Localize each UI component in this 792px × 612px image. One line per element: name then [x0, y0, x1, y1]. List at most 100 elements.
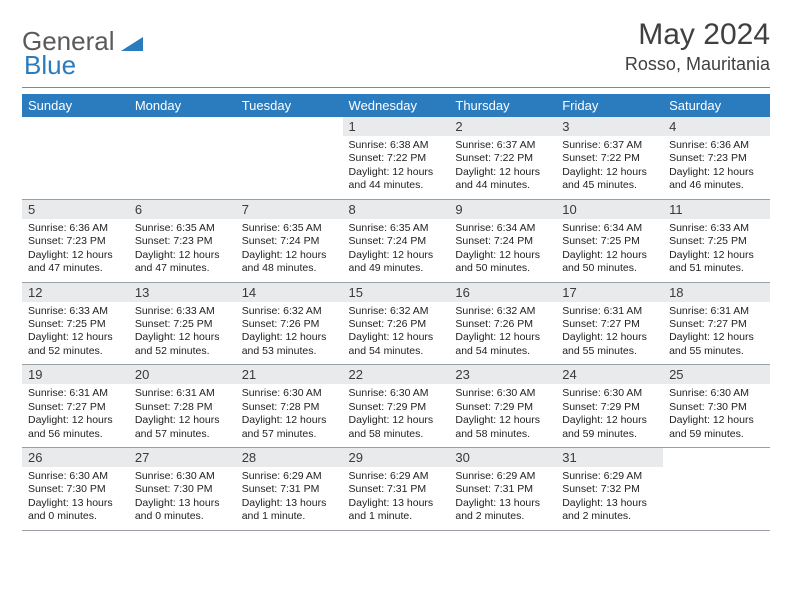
day-number: 10: [556, 200, 663, 219]
day-detail-line: and 49 minutes.: [349, 262, 444, 275]
calendar-cell: 31Sunrise: 6:29 AMSunset: 7:32 PMDayligh…: [556, 448, 663, 531]
day-number: 29: [343, 448, 450, 467]
day-details: Sunrise: 6:29 AMSunset: 7:32 PMDaylight:…: [556, 467, 663, 530]
brand-triangle-icon: [121, 33, 143, 51]
day-header: Sunday: [22, 94, 129, 117]
day-detail-line: Daylight: 12 hours: [349, 414, 444, 427]
day-detail-line: and 0 minutes.: [28, 510, 123, 523]
day-detail-line: Sunset: 7:22 PM: [562, 152, 657, 165]
day-details: Sunrise: 6:29 AMSunset: 7:31 PMDaylight:…: [236, 467, 343, 530]
day-details: Sunrise: 6:30 AMSunset: 7:28 PMDaylight:…: [236, 384, 343, 447]
day-detail-line: and 1 minute.: [242, 510, 337, 523]
day-detail-line: Daylight: 12 hours: [135, 414, 230, 427]
day-detail-line: Sunrise: 6:37 AM: [455, 139, 550, 152]
day-detail-line: Daylight: 13 hours: [135, 497, 230, 510]
day-detail-line: Daylight: 12 hours: [669, 414, 764, 427]
day-detail-line: Sunset: 7:25 PM: [562, 235, 657, 248]
day-number: 25: [663, 365, 770, 384]
day-detail-line: Daylight: 12 hours: [349, 331, 444, 344]
calendar-cell: 24Sunrise: 6:30 AMSunset: 7:29 PMDayligh…: [556, 365, 663, 448]
calendar-cell: [236, 117, 343, 199]
day-number: 11: [663, 200, 770, 219]
day-number: 9: [449, 200, 556, 219]
day-details: Sunrise: 6:30 AMSunset: 7:29 PMDaylight:…: [343, 384, 450, 447]
day-detail-line: Sunset: 7:27 PM: [669, 318, 764, 331]
day-number: 3: [556, 117, 663, 136]
day-detail-line: Sunrise: 6:33 AM: [28, 305, 123, 318]
calendar-cell: 18Sunrise: 6:31 AMSunset: 7:27 PMDayligh…: [663, 282, 770, 365]
day-number: 8: [343, 200, 450, 219]
calendar-cell: [663, 448, 770, 531]
day-detail-line: and 46 minutes.: [669, 179, 764, 192]
brand-part2: Blue: [24, 50, 76, 80]
day-detail-line: Sunrise: 6:35 AM: [242, 222, 337, 235]
calendar-cell: 12Sunrise: 6:33 AMSunset: 7:25 PMDayligh…: [22, 282, 129, 365]
day-detail-line: Sunset: 7:22 PM: [349, 152, 444, 165]
day-detail-line: Daylight: 12 hours: [455, 331, 550, 344]
day-detail-line: Sunset: 7:32 PM: [562, 483, 657, 496]
day-number: 20: [129, 365, 236, 384]
day-detail-line: Sunset: 7:25 PM: [669, 235, 764, 248]
day-detail-line: Sunrise: 6:29 AM: [455, 470, 550, 483]
day-detail-line: Daylight: 12 hours: [562, 166, 657, 179]
day-details: Sunrise: 6:29 AMSunset: 7:31 PMDaylight:…: [343, 467, 450, 530]
day-details: Sunrise: 6:37 AMSunset: 7:22 PMDaylight:…: [449, 136, 556, 199]
day-detail-line: and 59 minutes.: [562, 428, 657, 441]
day-detail-line: Sunset: 7:27 PM: [28, 401, 123, 414]
day-detail-line: and 59 minutes.: [669, 428, 764, 441]
day-detail-line: Daylight: 12 hours: [28, 249, 123, 262]
day-detail-line: Daylight: 12 hours: [562, 249, 657, 262]
day-details: Sunrise: 6:30 AMSunset: 7:29 PMDaylight:…: [556, 384, 663, 447]
day-details: Sunrise: 6:29 AMSunset: 7:31 PMDaylight:…: [449, 467, 556, 530]
calendar-cell: 11 Sunrise: 6:33 AMSunset: 7:25 PMDayligh…: [663, 199, 770, 282]
day-detail-line: Sunrise: 6:33 AM: [669, 222, 764, 235]
calendar-cell: 21Sunrise: 6:30 AMSunset: 7:28 PMDayligh…: [236, 365, 343, 448]
day-detail-line: Daylight: 12 hours: [242, 331, 337, 344]
day-detail-line: Daylight: 12 hours: [669, 249, 764, 262]
calendar-cell: [22, 117, 129, 199]
day-detail-line: Sunset: 7:23 PM: [669, 152, 764, 165]
day-detail-line: Daylight: 12 hours: [349, 249, 444, 262]
calendar-cell: 13Sunrise: 6:33 AMSunset: 7:25 PMDayligh…: [129, 282, 236, 365]
day-details: [663, 452, 770, 510]
day-detail-line: and 58 minutes.: [455, 428, 550, 441]
calendar-cell: 1Sunrise: 6:38 AMSunset: 7:22 PMDaylight…: [343, 117, 450, 199]
calendar-cell: 25Sunrise: 6:30 AMSunset: 7:30 PMDayligh…: [663, 365, 770, 448]
day-number: 28: [236, 448, 343, 467]
day-detail-line: Sunrise: 6:30 AM: [349, 387, 444, 400]
day-detail-line: Sunset: 7:24 PM: [349, 235, 444, 248]
day-detail-line: Daylight: 13 hours: [28, 497, 123, 510]
day-number: 22: [343, 365, 450, 384]
day-details: Sunrise: 6:35 AMSunset: 7:23 PMDaylight:…: [129, 219, 236, 282]
day-details: Sunrise: 6:30 AMSunset: 7:29 PMDaylight:…: [449, 384, 556, 447]
brand-part2-wrap: Blue: [24, 50, 76, 81]
day-detail-line: Daylight: 13 hours: [349, 497, 444, 510]
day-detail-line: and 47 minutes.: [135, 262, 230, 275]
title-block: May 2024 Rosso, Mauritania: [625, 18, 770, 75]
day-detail-line: and 57 minutes.: [135, 428, 230, 441]
day-details: Sunrise: 6:36 AMSunset: 7:23 PMDaylight:…: [663, 136, 770, 199]
day-details: Sunrise: 6:30 AMSunset: 7:30 PMDaylight:…: [129, 467, 236, 530]
day-details: Sunrise: 6:35 AMSunset: 7:24 PMDaylight:…: [236, 219, 343, 282]
day-detail-line: and 54 minutes.: [455, 345, 550, 358]
day-detail-line: Daylight: 12 hours: [28, 331, 123, 344]
day-details: [22, 121, 129, 179]
day-detail-line: Sunset: 7:24 PM: [242, 235, 337, 248]
calendar-cell: 8Sunrise: 6:35 AMSunset: 7:24 PMDaylight…: [343, 199, 450, 282]
day-detail-line: and 55 minutes.: [669, 345, 764, 358]
day-header: Tuesday: [236, 94, 343, 117]
day-detail-line: Sunset: 7:28 PM: [135, 401, 230, 414]
day-detail-line: Sunrise: 6:36 AM: [669, 139, 764, 152]
calendar-cell: 30Sunrise: 6:29 AMSunset: 7:31 PMDayligh…: [449, 448, 556, 531]
day-detail-line: Sunrise: 6:31 AM: [669, 305, 764, 318]
calendar-week-row: 26Sunrise: 6:30 AMSunset: 7:30 PMDayligh…: [22, 448, 770, 531]
day-details: Sunrise: 6:31 AMSunset: 7:28 PMDaylight:…: [129, 384, 236, 447]
day-detail-line: and 55 minutes.: [562, 345, 657, 358]
calendar-cell: 14Sunrise: 6:32 AMSunset: 7:26 PMDayligh…: [236, 282, 343, 365]
day-number: 5: [22, 200, 129, 219]
day-header: Friday: [556, 94, 663, 117]
day-header: Monday: [129, 94, 236, 117]
calendar-week-row: 12Sunrise: 6:33 AMSunset: 7:25 PMDayligh…: [22, 282, 770, 365]
day-detail-line: Sunset: 7:25 PM: [28, 318, 123, 331]
day-detail-line: Sunrise: 6:33 AM: [135, 305, 230, 318]
